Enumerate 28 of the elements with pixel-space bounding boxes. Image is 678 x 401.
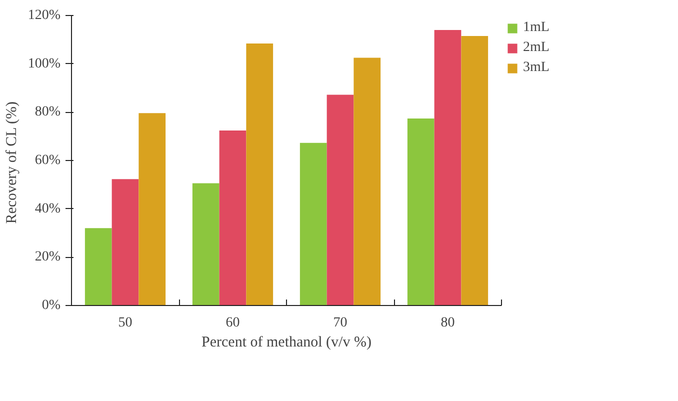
x-tick-label: 60 [226,316,240,330]
y-tick-label: 60% [34,153,61,168]
bar [192,183,220,306]
bar [84,228,112,306]
bar [112,179,139,306]
bar [138,113,166,306]
x-axis-title: Percent of methanol (v/v %) [202,334,372,350]
x-tick-label: 80 [440,316,455,330]
y-tick-label: 20% [34,250,61,265]
bar [407,118,434,306]
legend-label: 1mL [523,20,550,36]
x-tick-label: 70 [333,316,348,330]
legend-label: 2mL [523,40,550,56]
bar [461,36,488,306]
y-tick-label: 100% [28,56,61,72]
bar [219,130,246,306]
y-axis-title: Recovery of CL (%) [4,101,20,224]
y-tick-label: 0% [42,298,61,313]
y-tick-label: 40% [34,201,61,216]
y-tick-label: 120% [28,8,61,23]
x-tick-label: 50 [118,316,132,330]
bar [300,142,327,306]
bar [326,94,354,306]
bar [246,44,274,306]
bar [434,30,462,306]
y-tick-label: 80% [34,104,61,120]
legend-label: 3mL [523,60,550,76]
bar [354,58,381,306]
